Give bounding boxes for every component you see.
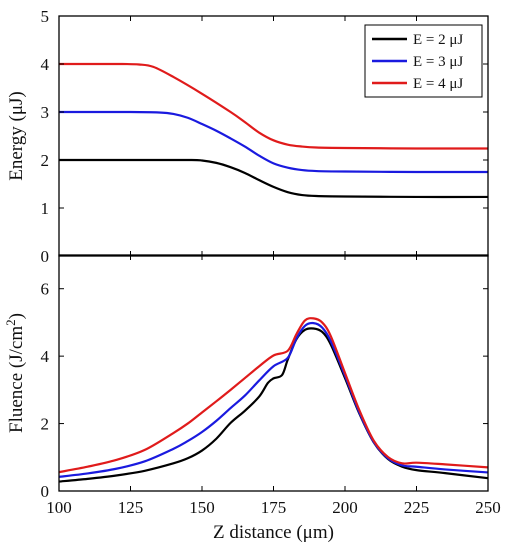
x-tick-label: 225 [404, 498, 430, 517]
energy-y-tick-label: 4 [41, 55, 50, 74]
fluence-plot-frame [58, 254, 489, 492]
fluence-axis-ticks: 0 2 4 6 100 125 150 175 200 225 250 [41, 255, 501, 517]
energy-series-line-1 [58, 158, 489, 199]
energy-y-tick-label: 3 [41, 103, 50, 122]
fluence-y-axis-label: Fluence (J/cm2) [3, 313, 27, 433]
x-tick-label: 100 [46, 498, 72, 517]
fluence-y-tick-label: 4 [41, 347, 50, 366]
energy-y-tick-label: 5 [41, 7, 50, 26]
fluence-y-label-main: Fluence (J/cm [6, 326, 27, 433]
fluence-y-tick-label: 2 [41, 415, 50, 434]
legend-label-2: E = 3 μJ [413, 54, 463, 70]
energy-y-axis-label: Energy (μJ) [6, 91, 27, 181]
energy-panel: 0 1 2 3 4 5 Energy (μJ) E = 2 μJ E = 3 μJ E = 4… [6, 7, 489, 266]
x-tick-label: 125 [118, 498, 144, 517]
fluence-y-label-superscript: 2 [3, 319, 18, 326]
fluence-series-line-3 [58, 317, 489, 474]
x-tick-label: 200 [332, 498, 358, 517]
x-tick-label: 250 [475, 498, 501, 517]
energy-y-tick-label: 1 [41, 199, 50, 218]
legend-label-1: E = 2 μJ [413, 32, 463, 48]
energy-y-ticks: 0 1 2 3 4 5 [41, 7, 489, 266]
fluence-y-tick-label: 6 [41, 280, 50, 299]
fluence-series-lines [58, 317, 489, 483]
fluence-series-line-2 [58, 321, 489, 478]
fluence-y-tick-label: 0 [41, 482, 50, 501]
x-tick-label: 150 [189, 498, 215, 517]
energy-y-tick-label: 2 [41, 151, 50, 170]
legend: E = 2 μJ E = 3 μJ E = 4 μJ [364, 24, 483, 98]
x-axis-label: Z distance (μm) [213, 522, 334, 543]
energy-y-tick-label: 0 [41, 247, 50, 266]
fluence-y-label-tail: ) [6, 313, 27, 319]
energy-series-line-2 [58, 110, 489, 174]
energy-series-lines [58, 62, 489, 199]
legend-label-3: E = 4 μJ [413, 76, 463, 92]
x-tick-label: 175 [261, 498, 287, 517]
energy-series-line-3 [58, 62, 489, 150]
